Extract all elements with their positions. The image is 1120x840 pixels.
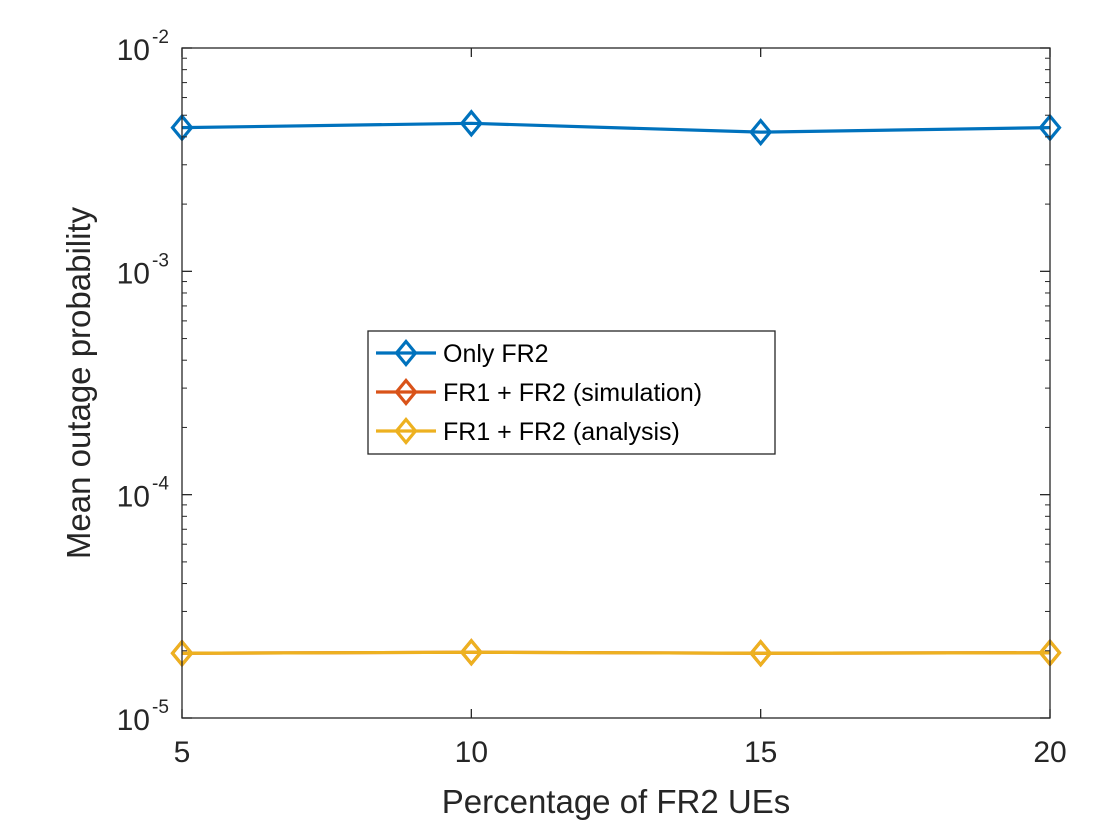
data-point-marker bbox=[459, 109, 483, 138]
legend: Only FR2 FR1 + FR2 (simulation) FR1 + FR2 … bbox=[367, 330, 776, 455]
data-point-marker bbox=[749, 118, 773, 147]
x-axis-title: Percentage of FR2 UEs bbox=[442, 783, 791, 820]
legend-swatch-marker bbox=[394, 416, 418, 446]
y-tick-label-base: 10 bbox=[117, 34, 150, 67]
data-point-marker bbox=[459, 638, 483, 667]
legend-label: Only FR2 bbox=[443, 340, 549, 368]
legend-item: FR1 + FR2 (analysis) bbox=[376, 416, 680, 446]
y-tick-label-exponent: -2 bbox=[152, 27, 169, 48]
series-line bbox=[181, 650, 1051, 655]
legend-label: FR1 + FR2 (simulation) bbox=[443, 379, 702, 407]
y-tick-label-base: 10 bbox=[117, 257, 150, 290]
data-point-marker bbox=[749, 639, 773, 668]
legend-item: FR1 + FR2 (simulation) bbox=[376, 377, 702, 407]
x-tick-label: 10 bbox=[455, 736, 488, 769]
y-tick-label-exponent: -4 bbox=[152, 474, 169, 495]
y-axis-title: Mean outage probability bbox=[60, 206, 97, 559]
x-tick-label: 5 bbox=[174, 736, 191, 769]
x-tick-label: 15 bbox=[744, 736, 777, 769]
legend-item: Only FR2 bbox=[376, 338, 549, 368]
y-tick-label-exponent: -3 bbox=[152, 250, 169, 271]
series-line bbox=[181, 121, 1051, 134]
legend-swatch-marker bbox=[394, 338, 418, 368]
legend-label: FR1 + FR2 (analysis) bbox=[443, 418, 680, 446]
plot-frame bbox=[181, 47, 1051, 719]
legend-swatch-marker bbox=[394, 377, 418, 407]
y-tick-label-base: 10 bbox=[117, 481, 150, 514]
x-tick-label: 20 bbox=[1033, 736, 1066, 769]
y-tick-label-base: 10 bbox=[117, 704, 150, 737]
y-tick-label-exponent: -5 bbox=[152, 697, 169, 718]
